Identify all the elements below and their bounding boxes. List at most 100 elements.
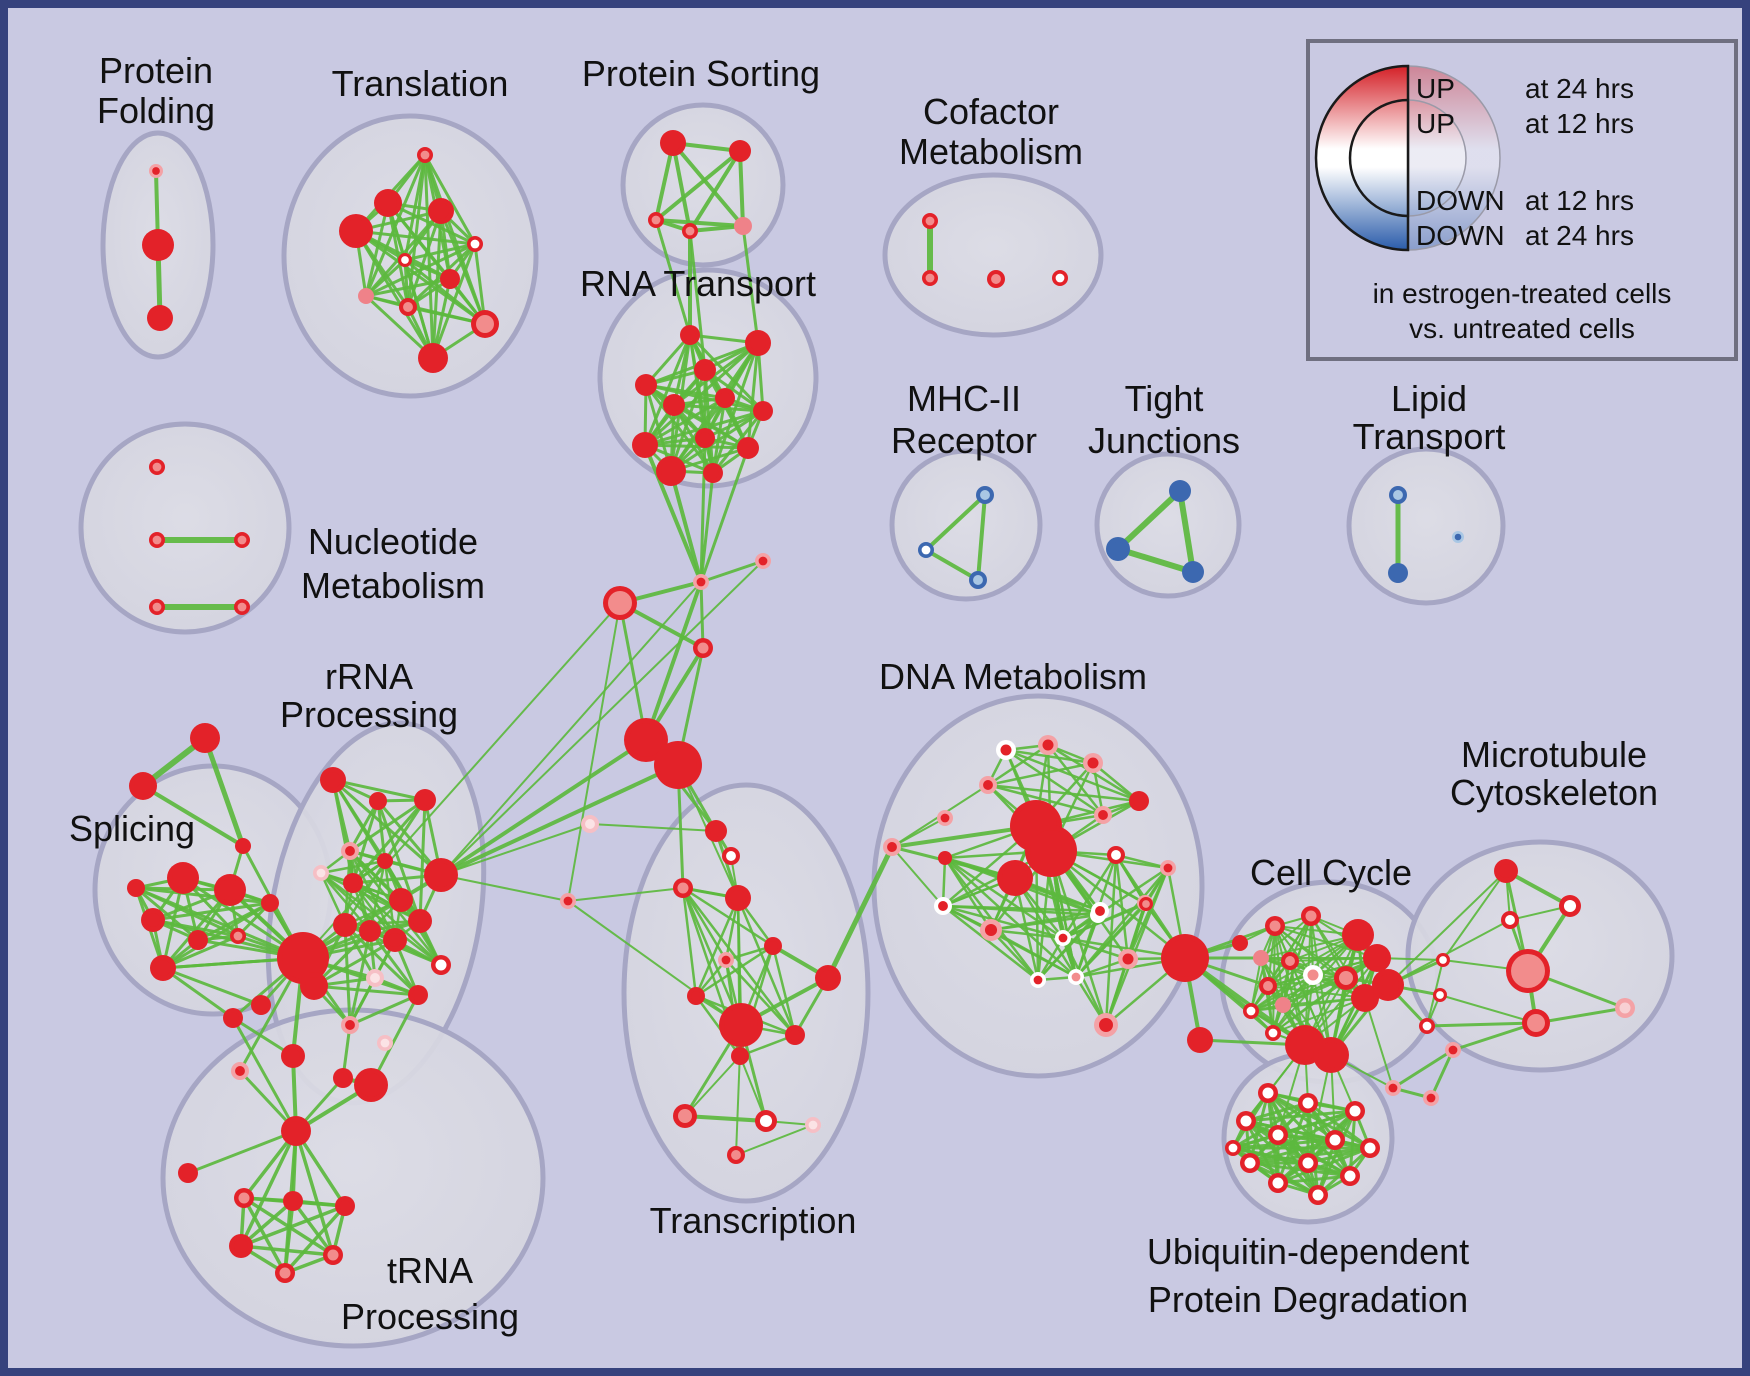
gene-node [883,838,901,856]
gene-node [979,776,997,794]
edge [354,229,435,360]
cluster-label-lipid-transport: Transport [1353,416,1506,457]
edge [644,333,692,387]
gene-node [377,853,393,869]
edge [423,153,477,246]
gene-node [624,718,668,762]
gene-node [149,532,165,548]
cluster-blob-protein-sorting [620,102,786,268]
edge [440,823,591,876]
gene-node [149,459,165,475]
gene-node [1445,1042,1461,1058]
gene-node [343,873,363,893]
gene-node [149,599,165,615]
gene-node [414,789,436,811]
gene-node [251,995,271,1015]
edge [724,958,797,1037]
gene-node [1419,1018,1435,1034]
edge [1276,1174,1352,1185]
gene-node [149,164,163,178]
edge [643,443,703,584]
edge [654,149,742,222]
gene-node [335,1196,355,1216]
edge [941,904,1065,940]
gene-node [359,920,381,942]
edge [141,784,245,848]
cluster-label-nucleotide-metabolism: Metabolism [301,565,485,606]
gene-node [1615,998,1635,1018]
cluster-label-cofactor-metabolism: Metabolism [899,131,1083,172]
edge [681,886,728,962]
cluster-label-microtubule: Cytoskeleton [1450,772,1658,813]
edge [348,798,427,853]
edge [654,218,692,337]
gene-node [1372,969,1404,1001]
gene-node [417,147,433,163]
edge [376,799,422,923]
gene-node [1265,916,1285,936]
gene-node [1423,1090,1439,1106]
gene-node [922,213,938,229]
gene-node [1303,965,1323,985]
edge [439,738,648,877]
cluster-blob-tight-junctions [1094,451,1242,599]
gene-node [996,740,1016,760]
edge [331,778,427,802]
gene-node [418,343,448,373]
gene-node [150,955,176,981]
edge [161,966,235,1020]
edge [134,886,200,942]
gene-node [283,1191,303,1211]
legend-direction-label: DOWN [1416,185,1505,216]
gene-node [654,741,702,789]
gene-nodes [127,130,1635,1283]
gene-node [663,394,685,416]
gene-node [377,1035,393,1051]
edge [643,396,727,447]
edge [941,904,1040,982]
cluster-blob-nucleotide-metabolism [78,421,292,635]
cluster-label-mhc-ii-receptor: Receptor [891,420,1037,461]
edge [989,928,1040,982]
legend-gradient-circle [1407,99,1467,217]
gene-node [1091,902,1109,920]
gene-node [147,305,173,331]
edge [1248,1138,1337,1165]
edge [681,886,775,948]
edge [440,560,764,876]
edge [1289,957,1378,962]
edge [1231,1146,1352,1178]
cluster-label-cell-cycle: Cell Cycle [1250,852,1412,893]
gene-node [1301,906,1321,926]
gene-node [1298,1153,1318,1173]
edge [703,368,765,413]
gene-node [976,486,994,504]
edge [684,1055,741,1117]
gene-node [467,236,483,252]
edge [1276,1146,1372,1185]
gene-node [687,987,705,1005]
gene-node [1094,806,1112,824]
edge [589,823,717,832]
gene-node [1385,1080,1401,1096]
edge [1104,866,1170,1027]
gene-node [1052,270,1068,286]
edge [1260,934,1359,959]
edge [368,859,387,933]
edge [1439,994,1537,1024]
gene-node [755,1110,777,1132]
gene-node [815,965,841,991]
edge [312,938,397,988]
gene-node [431,955,451,975]
edge [383,798,427,863]
gene-node [320,767,346,793]
edge [699,580,705,650]
edge [890,845,1017,880]
gene-node [703,463,723,483]
edge [1244,1101,1310,1123]
edge [283,1199,295,1275]
gene-node [234,599,250,615]
gene-node [987,270,1005,288]
edge [319,859,387,875]
